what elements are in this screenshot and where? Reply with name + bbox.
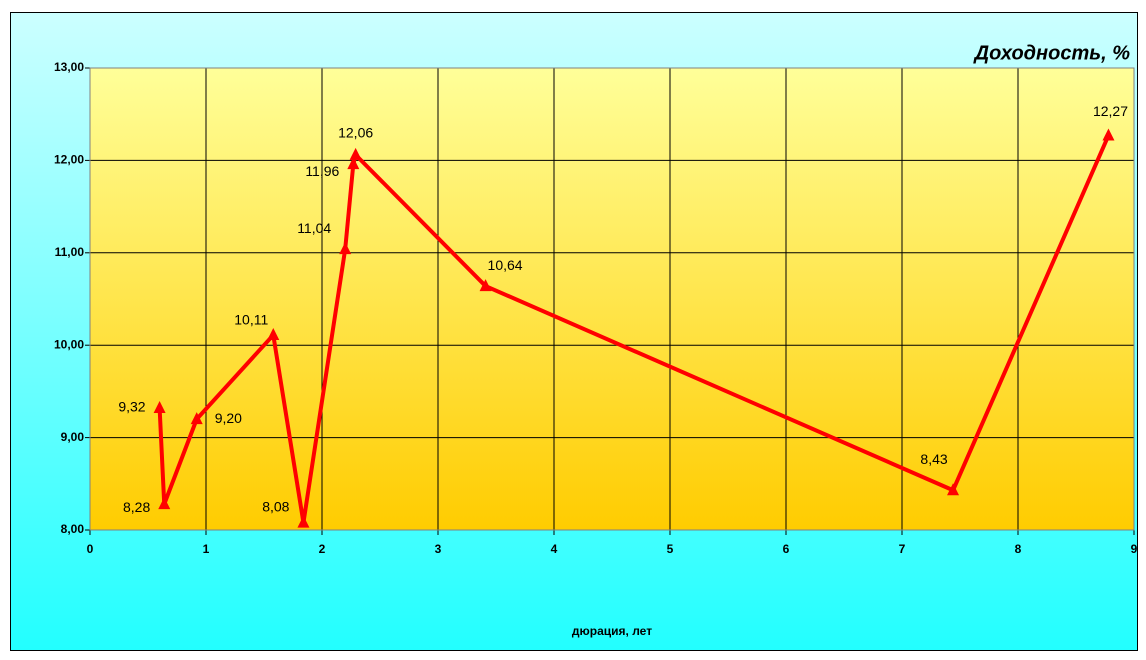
x-tick-label: 0	[87, 542, 94, 556]
marker	[339, 242, 352, 255]
data-label: 8,28	[123, 499, 150, 515]
marker	[158, 497, 171, 510]
x-tick-label: 9	[1131, 542, 1138, 556]
x-tick-label: 1	[203, 542, 210, 556]
y-tick-label: 8,00	[61, 522, 85, 536]
marker	[947, 483, 960, 496]
data-label: 11,04	[297, 220, 331, 236]
data-label: 10,64	[488, 257, 523, 273]
y-tick-label: 9,00	[61, 430, 85, 444]
x-tick-label: 5	[667, 542, 674, 556]
plot-border	[89, 67, 1135, 531]
data-label: 12,27	[1093, 103, 1128, 119]
marker	[267, 328, 280, 341]
data-label: 8,43	[920, 451, 947, 467]
data-label: 11,96	[305, 163, 339, 179]
x-tick-label: 6	[783, 542, 790, 556]
data-label: 9,32	[118, 399, 145, 415]
y-tick-label: 10,00	[54, 337, 84, 351]
marker	[190, 412, 203, 425]
marker	[153, 401, 166, 414]
plot-area	[90, 68, 1134, 530]
marker	[349, 147, 362, 160]
marker	[347, 157, 360, 170]
x-tick-label: 7	[899, 542, 906, 556]
data-label: 12,06	[338, 125, 373, 141]
x-tick-label: 2	[319, 542, 326, 556]
x-tick-label: 8	[1015, 542, 1022, 556]
data-label: 8,08	[262, 498, 289, 514]
data-label: 10,11	[234, 312, 268, 328]
data-label: 9,20	[215, 410, 242, 426]
chart-title: Доходность, %	[973, 42, 1131, 64]
x-tick-label: 3	[435, 542, 442, 556]
marker	[1102, 128, 1115, 141]
x-axis-label: дюрация, лет	[572, 624, 652, 638]
marker	[297, 515, 310, 528]
y-tick-label: 13,00	[54, 60, 84, 74]
y-tick-label: 12,00	[54, 153, 84, 167]
y-tick-label: 11,00	[55, 245, 85, 259]
x-tick-label: 4	[551, 542, 558, 556]
marker	[479, 279, 492, 292]
